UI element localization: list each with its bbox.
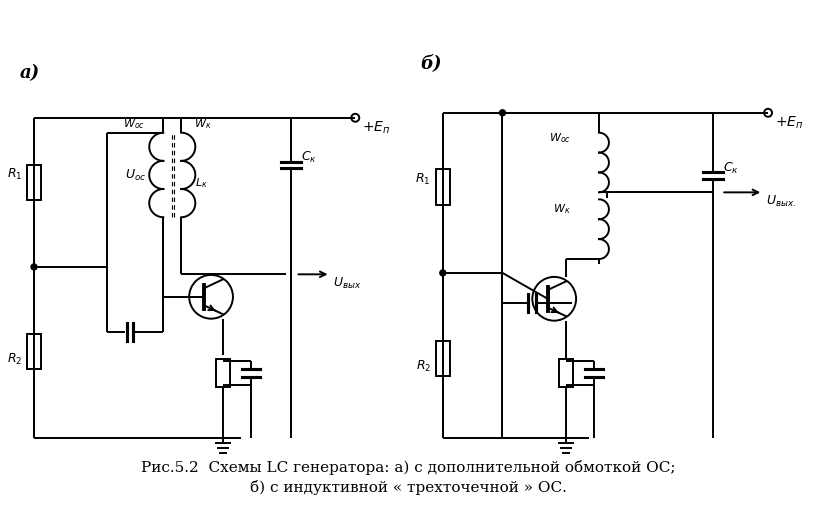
Text: $W_к$: $W_к$ <box>194 117 212 131</box>
Text: $U_{oc}$: $U_{oc}$ <box>125 168 146 183</box>
Text: $C_к$: $C_к$ <box>300 149 317 164</box>
Text: Рис.5.2  Схемы LC генератора: а) с дополнительной обмоткой ОС;: Рис.5.2 Схемы LC генератора: а) с дополн… <box>140 460 676 475</box>
Text: $U_{выx.}$: $U_{выx.}$ <box>766 194 796 209</box>
Text: $+E_п$: $+E_п$ <box>775 115 804 131</box>
Bar <box>436 341 450 376</box>
Text: $U_{выx}$: $U_{выx}$ <box>334 276 361 292</box>
Text: $R_1$: $R_1$ <box>7 167 22 182</box>
Circle shape <box>499 110 505 116</box>
Text: $W_к$: $W_к$ <box>553 202 571 216</box>
Bar <box>559 359 573 387</box>
Text: б) с индуктивной « трехточечной » ОС.: б) с индуктивной « трехточечной » ОС. <box>250 480 566 495</box>
Text: а): а) <box>20 64 40 82</box>
Circle shape <box>31 264 37 270</box>
Text: $R_2$: $R_2$ <box>7 352 22 367</box>
Text: $+E_п$: $+E_п$ <box>362 120 391 136</box>
Text: б): б) <box>420 54 441 72</box>
Text: $W_{oc}$: $W_{oc}$ <box>122 117 144 131</box>
Bar <box>27 333 41 370</box>
Text: $R_1$: $R_1$ <box>415 172 431 187</box>
Bar <box>436 170 450 205</box>
Circle shape <box>440 270 446 276</box>
Text: $C_к$: $C_к$ <box>723 160 739 176</box>
Text: $W_{oc}$: $W_{oc}$ <box>549 131 571 145</box>
Text: $L_к$: $L_к$ <box>195 176 208 190</box>
Bar <box>27 164 41 200</box>
Text: $R_2$: $R_2$ <box>415 359 431 374</box>
Bar <box>216 359 230 387</box>
